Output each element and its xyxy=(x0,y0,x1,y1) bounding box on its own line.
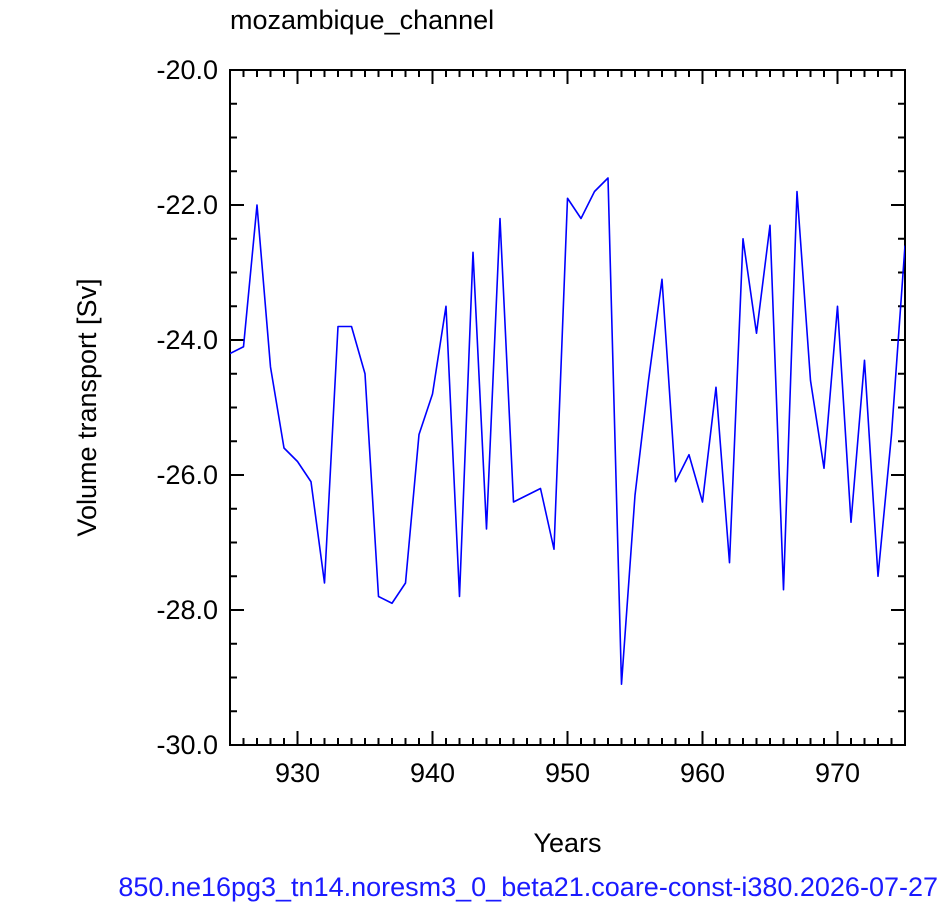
line-chart: mozambique_channel 930 940 950 960 970 -30.0… xyxy=(72,5,906,858)
series-layer xyxy=(230,177,905,686)
chart-title: mozambique_channel xyxy=(230,5,494,35)
y-tick-label: -26.0 xyxy=(156,460,218,490)
plot-area xyxy=(229,69,906,746)
x-tick-label: 940 xyxy=(410,758,455,788)
footer-run-id: 850.ne16pg3_tn14.noresm3_0_beta21.coare-… xyxy=(0,868,944,908)
y-axis-label: Volume transport [Sv] xyxy=(72,278,102,536)
footer-text: 850.ne16pg3_tn14.noresm3_0_beta21.coare-… xyxy=(118,872,938,902)
y-axis: -30.0 -28.0 -26.0 -24.0 -22.0 -20.0 xyxy=(156,55,905,760)
x-axis: 930 940 950 960 970 xyxy=(229,70,906,788)
y-tick-label: -30.0 xyxy=(156,730,218,760)
plot-frame xyxy=(229,69,906,746)
x-axis-label: Years xyxy=(533,828,601,858)
series-line xyxy=(230,177,905,686)
x-tick-label: 970 xyxy=(815,758,860,788)
y-tick-label: -20.0 xyxy=(156,55,218,85)
y-tick-label: -24.0 xyxy=(156,325,218,355)
y-tick-label: -22.0 xyxy=(156,190,218,220)
y-tick-label: -28.0 xyxy=(156,595,218,625)
x-tick-label: 930 xyxy=(275,758,320,788)
x-tick-label: 960 xyxy=(680,758,725,788)
x-tick-label: 950 xyxy=(545,758,590,788)
